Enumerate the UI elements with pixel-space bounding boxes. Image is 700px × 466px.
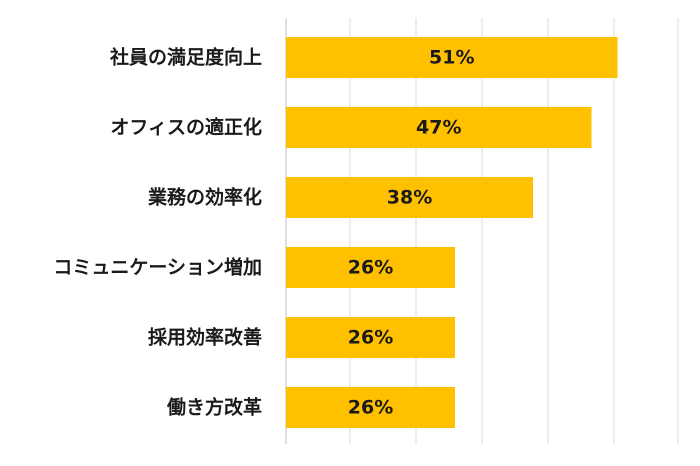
data-label: 47% bbox=[416, 117, 461, 139]
data-label: 38% bbox=[387, 187, 432, 209]
category-label: 社員の満足度向上 bbox=[109, 46, 262, 69]
bar bbox=[286, 37, 618, 78]
data-label: 26% bbox=[348, 257, 393, 279]
bar bbox=[286, 177, 533, 218]
data-label: 51% bbox=[429, 47, 474, 69]
data-label: 26% bbox=[348, 327, 393, 349]
category-label: コミュニケーション増加 bbox=[53, 256, 262, 279]
bar bbox=[286, 247, 455, 288]
data-label: 26% bbox=[348, 397, 393, 419]
category-label: 業務の効率化 bbox=[147, 186, 262, 209]
bars bbox=[286, 37, 618, 428]
category-label: 働き方改革 bbox=[166, 396, 262, 419]
category-labels: 社員の満足度向上オフィスの適正化業務の効率化コミュニケーション増加採用効率改善働… bbox=[53, 46, 262, 419]
bar bbox=[286, 317, 455, 358]
bar bbox=[286, 387, 455, 428]
value-labels: 51% 47% 38% 26% 26% 26% bbox=[348, 47, 475, 419]
bar bbox=[286, 107, 592, 148]
gridlines bbox=[285, 18, 679, 444]
category-label: 採用効率改善 bbox=[148, 326, 262, 349]
category-label: オフィスの適正化 bbox=[110, 116, 262, 139]
